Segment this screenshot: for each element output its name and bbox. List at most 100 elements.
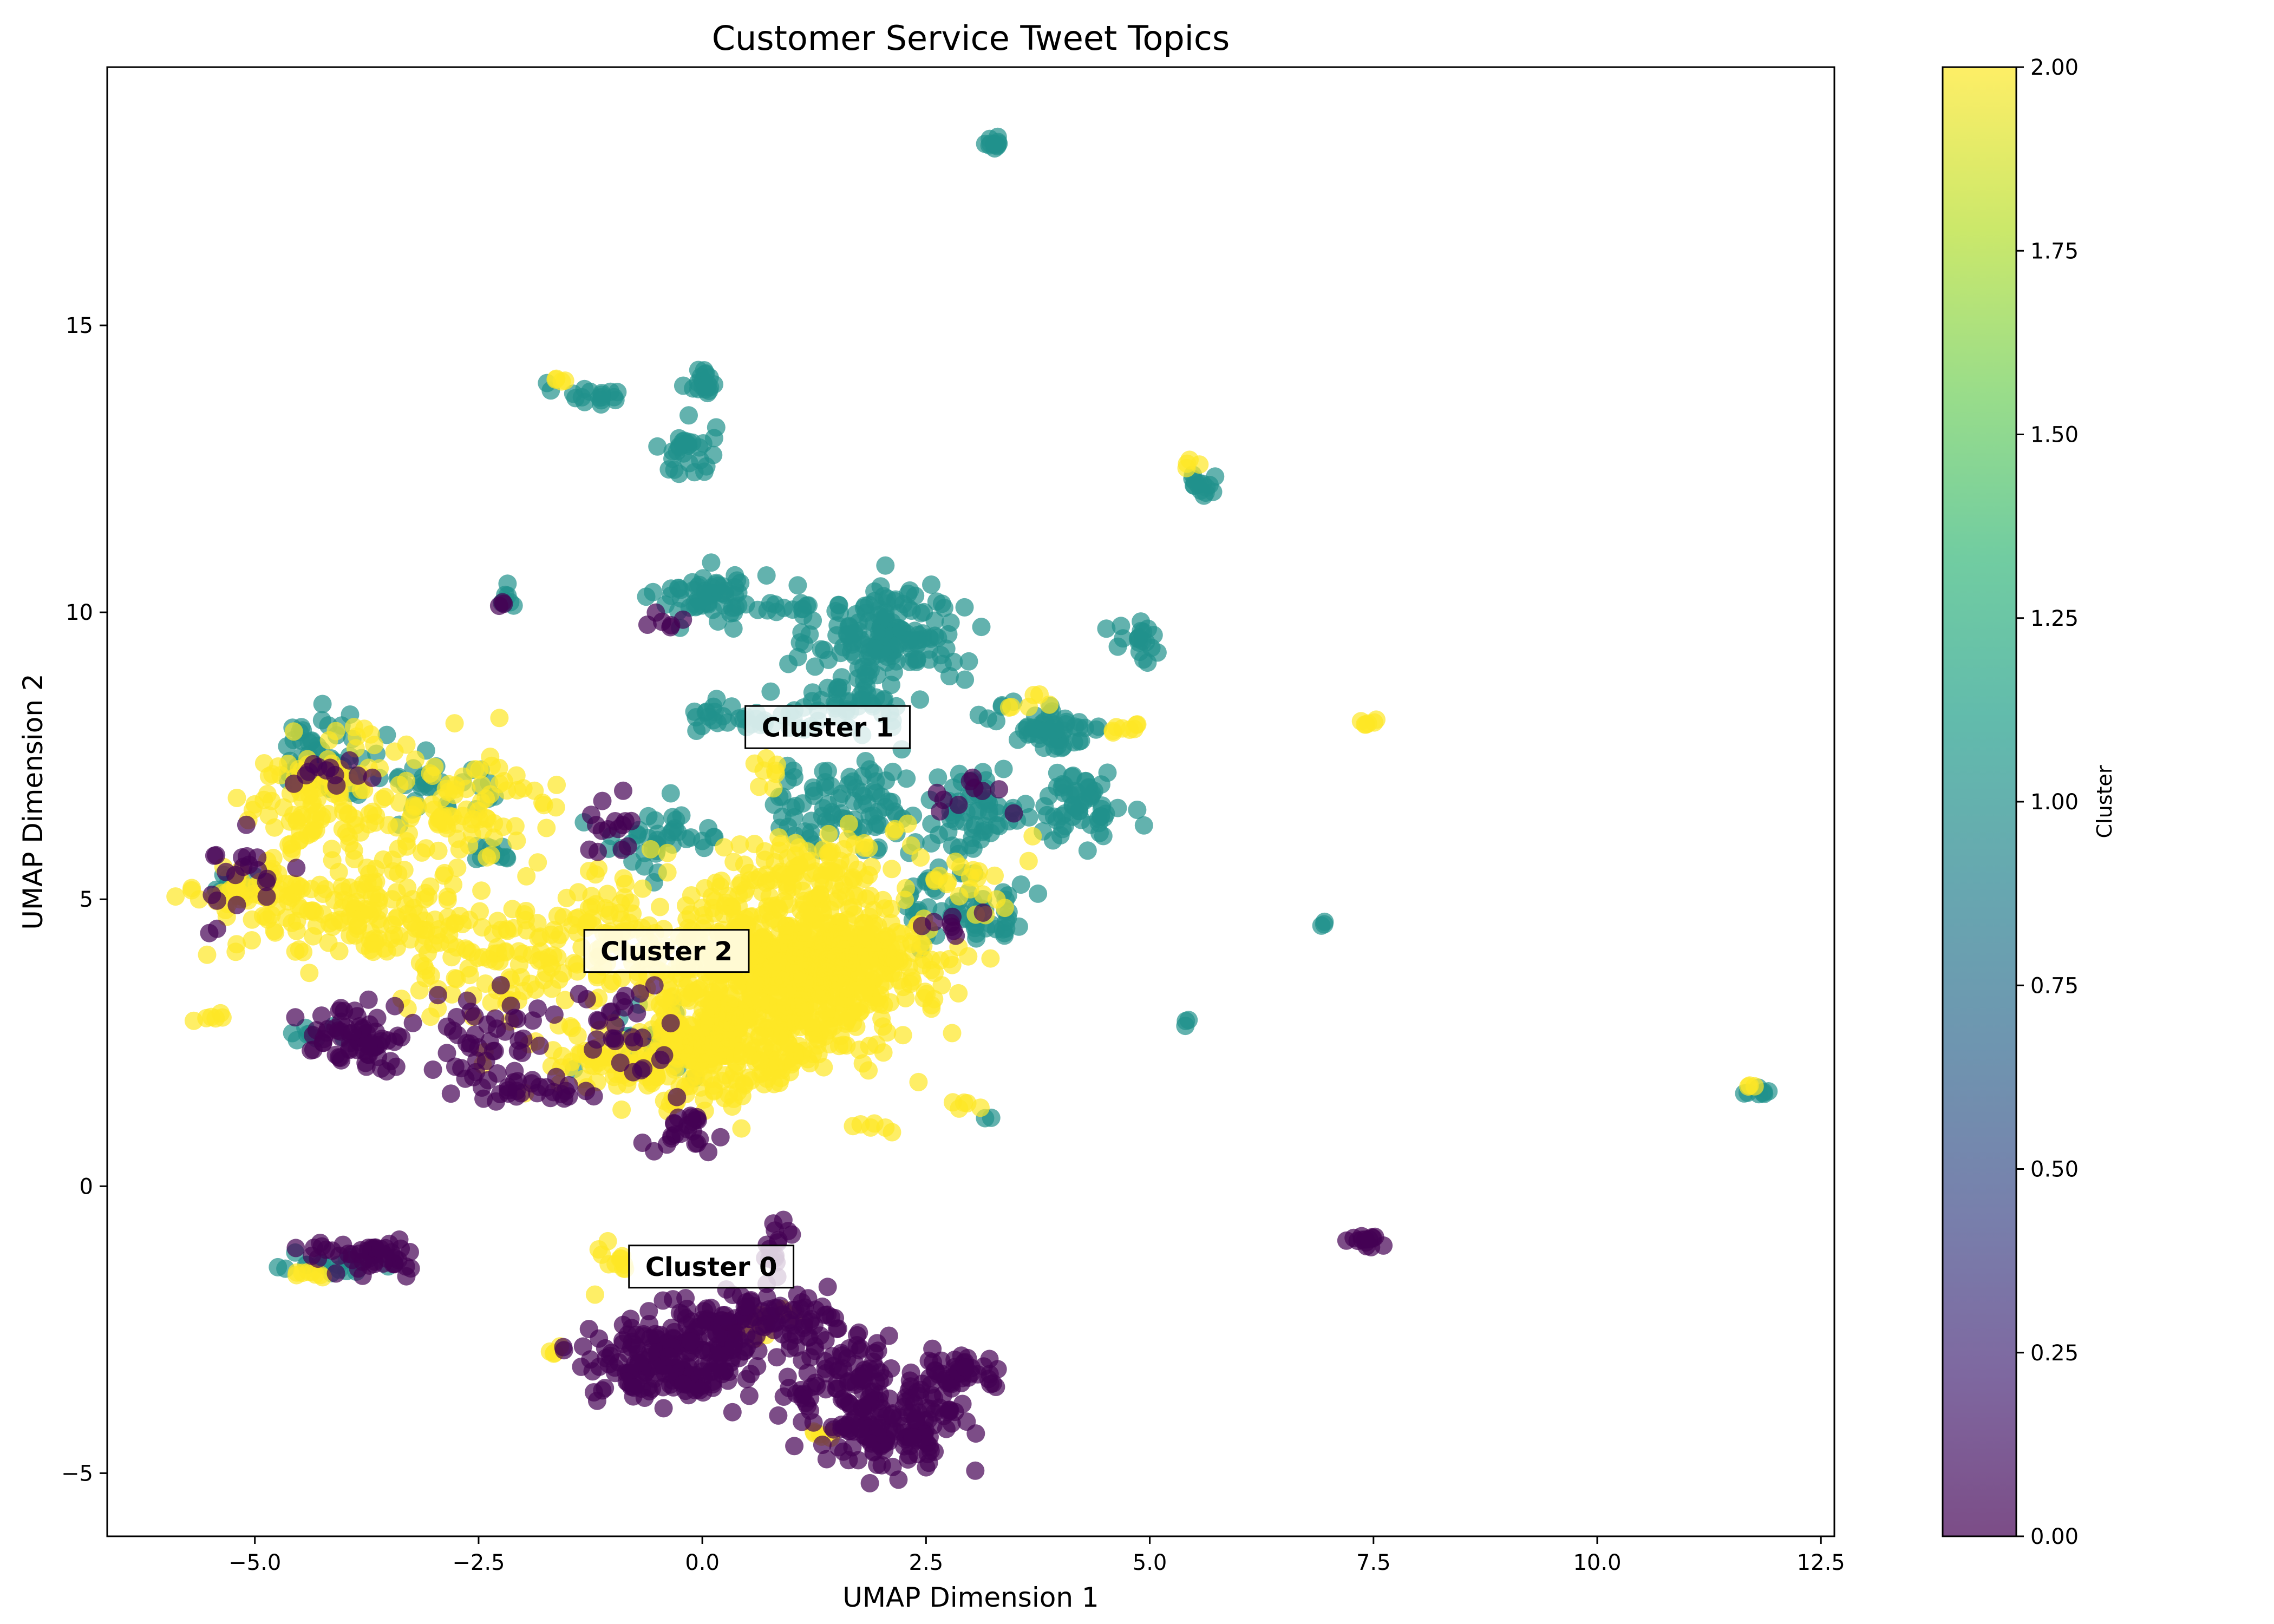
data-point	[878, 927, 897, 946]
data-point	[585, 1057, 604, 1076]
data-point	[1011, 875, 1030, 894]
data-point	[761, 682, 780, 701]
data-point	[662, 1129, 681, 1148]
data-point	[763, 1063, 781, 1082]
data-point	[534, 796, 553, 815]
data-point	[237, 815, 256, 834]
data-point	[429, 841, 448, 860]
data-point	[844, 1117, 862, 1136]
data-point	[861, 1118, 880, 1137]
data-point	[732, 1119, 751, 1138]
data-point	[690, 1381, 709, 1400]
x-axis-label: UMAP Dimension 1	[842, 1582, 1099, 1613]
data-point	[1130, 643, 1149, 662]
data-point	[735, 1298, 754, 1316]
data-point	[1360, 1230, 1378, 1249]
data-point	[1132, 621, 1151, 640]
data-point	[488, 912, 507, 931]
data-point	[799, 929, 818, 948]
data-point	[767, 1348, 786, 1367]
data-point	[421, 877, 440, 896]
data-point	[695, 1090, 714, 1109]
data-point	[287, 875, 306, 894]
data-point	[440, 916, 459, 935]
data-point	[932, 1365, 951, 1384]
data-point	[577, 1082, 596, 1101]
data-point	[461, 1003, 480, 1021]
data-point	[788, 1285, 807, 1304]
data-point	[441, 1084, 460, 1103]
data-point	[522, 1074, 541, 1093]
data-point	[780, 868, 799, 887]
data-point	[512, 968, 531, 987]
data-point	[412, 843, 431, 862]
data-point	[953, 1394, 972, 1413]
data-point	[867, 1035, 886, 1054]
data-point	[616, 874, 635, 893]
data-point	[515, 905, 534, 924]
annotation-label: Cluster 1	[762, 712, 894, 743]
data-point	[462, 815, 481, 834]
data-point	[860, 1474, 879, 1492]
data-point	[481, 846, 500, 865]
data-point	[596, 1379, 615, 1398]
y-tick-label: 10	[66, 600, 93, 625]
data-point	[711, 1128, 730, 1147]
data-point	[572, 388, 591, 407]
data-point	[994, 759, 1013, 778]
data-point	[686, 598, 705, 617]
data-point	[679, 1047, 698, 1066]
colorbar-tick-label: 0.75	[2030, 973, 2079, 998]
data-point	[813, 1436, 832, 1454]
data-point	[658, 843, 677, 862]
data-point	[373, 790, 392, 808]
data-point	[687, 722, 706, 740]
data-point	[903, 1428, 922, 1447]
data-point	[406, 750, 425, 769]
data-point	[581, 806, 600, 824]
data-point	[658, 863, 677, 882]
data-point	[834, 840, 853, 859]
data-point	[556, 991, 574, 1010]
data-point	[904, 650, 923, 669]
data-point	[304, 1026, 323, 1045]
cluster-0-points	[200, 593, 1393, 1492]
annotation-label: Cluster 0	[645, 1252, 777, 1282]
data-point	[825, 863, 844, 882]
data-point	[554, 964, 573, 983]
data-point	[712, 872, 731, 890]
data-point	[860, 807, 879, 826]
data-point	[942, 1379, 961, 1398]
data-point	[646, 1325, 665, 1344]
data-point	[493, 593, 512, 612]
data-point	[641, 840, 660, 859]
data-point	[883, 793, 901, 811]
data-point	[326, 1264, 345, 1283]
data-point	[1178, 454, 1197, 473]
data-point	[899, 631, 918, 650]
data-point	[278, 737, 297, 756]
data-point	[313, 695, 332, 713]
data-point	[343, 1023, 362, 1042]
data-point	[269, 1258, 287, 1276]
colorbar-tick-label: 1.50	[2030, 423, 2079, 448]
data-point	[360, 1015, 379, 1034]
data-point	[577, 990, 596, 1009]
data-point	[745, 835, 764, 854]
data-point	[826, 601, 845, 620]
data-point	[634, 1059, 653, 1078]
data-point	[409, 904, 428, 923]
data-point	[1179, 1011, 1198, 1030]
data-point	[955, 598, 974, 617]
data-point	[750, 868, 769, 887]
data-point	[1004, 804, 1023, 823]
data-point	[645, 976, 664, 995]
data-point	[501, 996, 520, 1015]
data-point	[779, 926, 798, 945]
data-point	[541, 1089, 560, 1108]
data-point	[845, 646, 864, 665]
data-point	[674, 1374, 692, 1393]
data-point	[859, 612, 878, 631]
data-point	[652, 612, 671, 631]
data-point	[461, 1038, 479, 1057]
